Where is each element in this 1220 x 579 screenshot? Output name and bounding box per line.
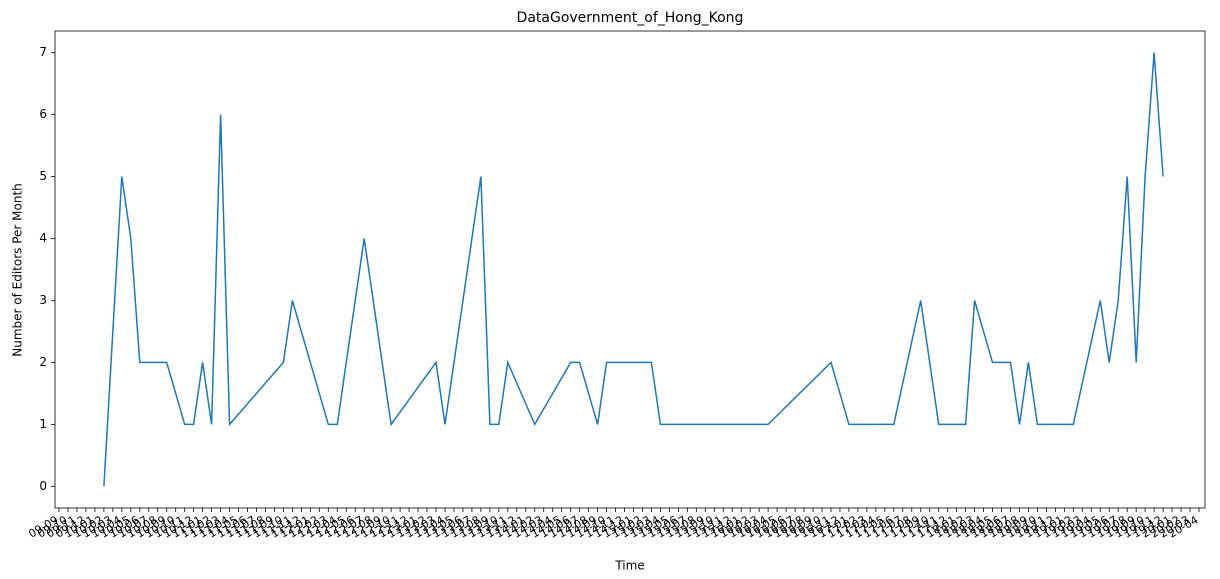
y-tick-label: 4 [39, 231, 47, 245]
chart-title: DataGovernment_of_Hong_Kong [517, 10, 744, 26]
y-tick-label: 3 [39, 293, 47, 307]
plot-frame [54, 30, 1206, 509]
y-tick-label: 6 [39, 107, 47, 121]
y-tick-label: 1 [39, 417, 47, 431]
y-tick-label: 7 [39, 45, 47, 59]
y-axis-label: Number of Editors Per Month [11, 183, 25, 357]
y-tick-label: 2 [39, 355, 47, 369]
line [103, 52, 1164, 487]
x-axis-label: Time [614, 559, 644, 573]
y-tick-label: 0 [39, 479, 47, 493]
y-tick-label: 5 [39, 169, 47, 183]
